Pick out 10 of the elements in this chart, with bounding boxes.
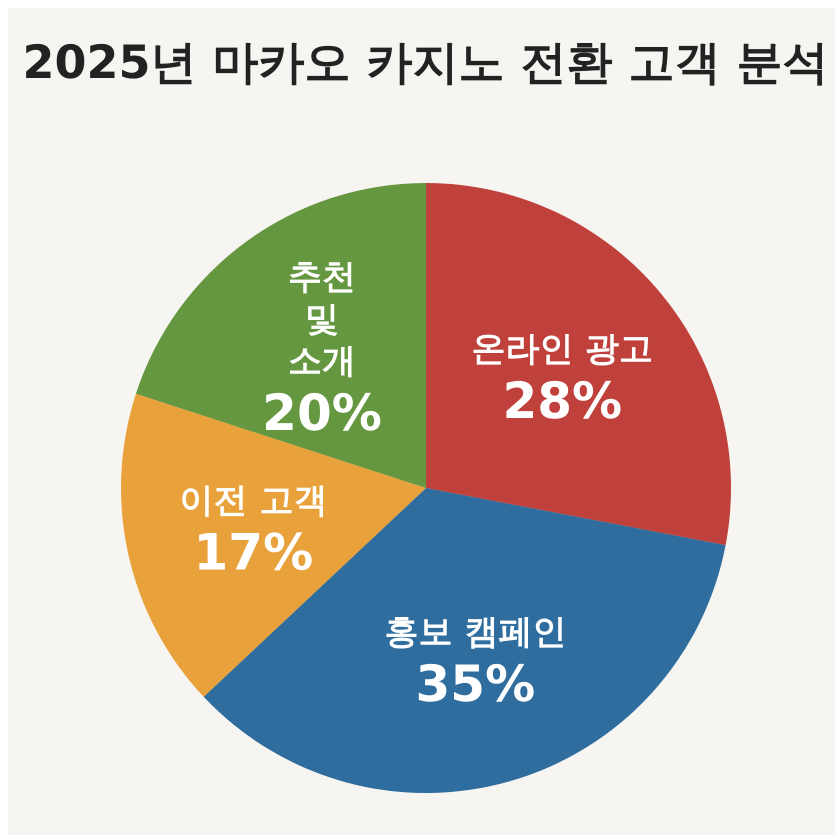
- pie-slice: [426, 183, 730, 546]
- slice-label: 홍보 캠페인: [384, 612, 566, 652]
- data-label: 28%: [502, 372, 622, 430]
- chart-title: 2025년 마카오 카지노 전환 고객 분석: [22, 35, 829, 89]
- slice-label: 온라인 광고: [471, 329, 654, 370]
- slice-label: 추천 및 소개: [288, 256, 356, 381]
- data-label: 17%: [194, 524, 314, 582]
- data-label: 35%: [416, 654, 536, 713]
- data-label: 20%: [262, 384, 382, 442]
- slice-label: 이전 고객: [179, 480, 328, 521]
